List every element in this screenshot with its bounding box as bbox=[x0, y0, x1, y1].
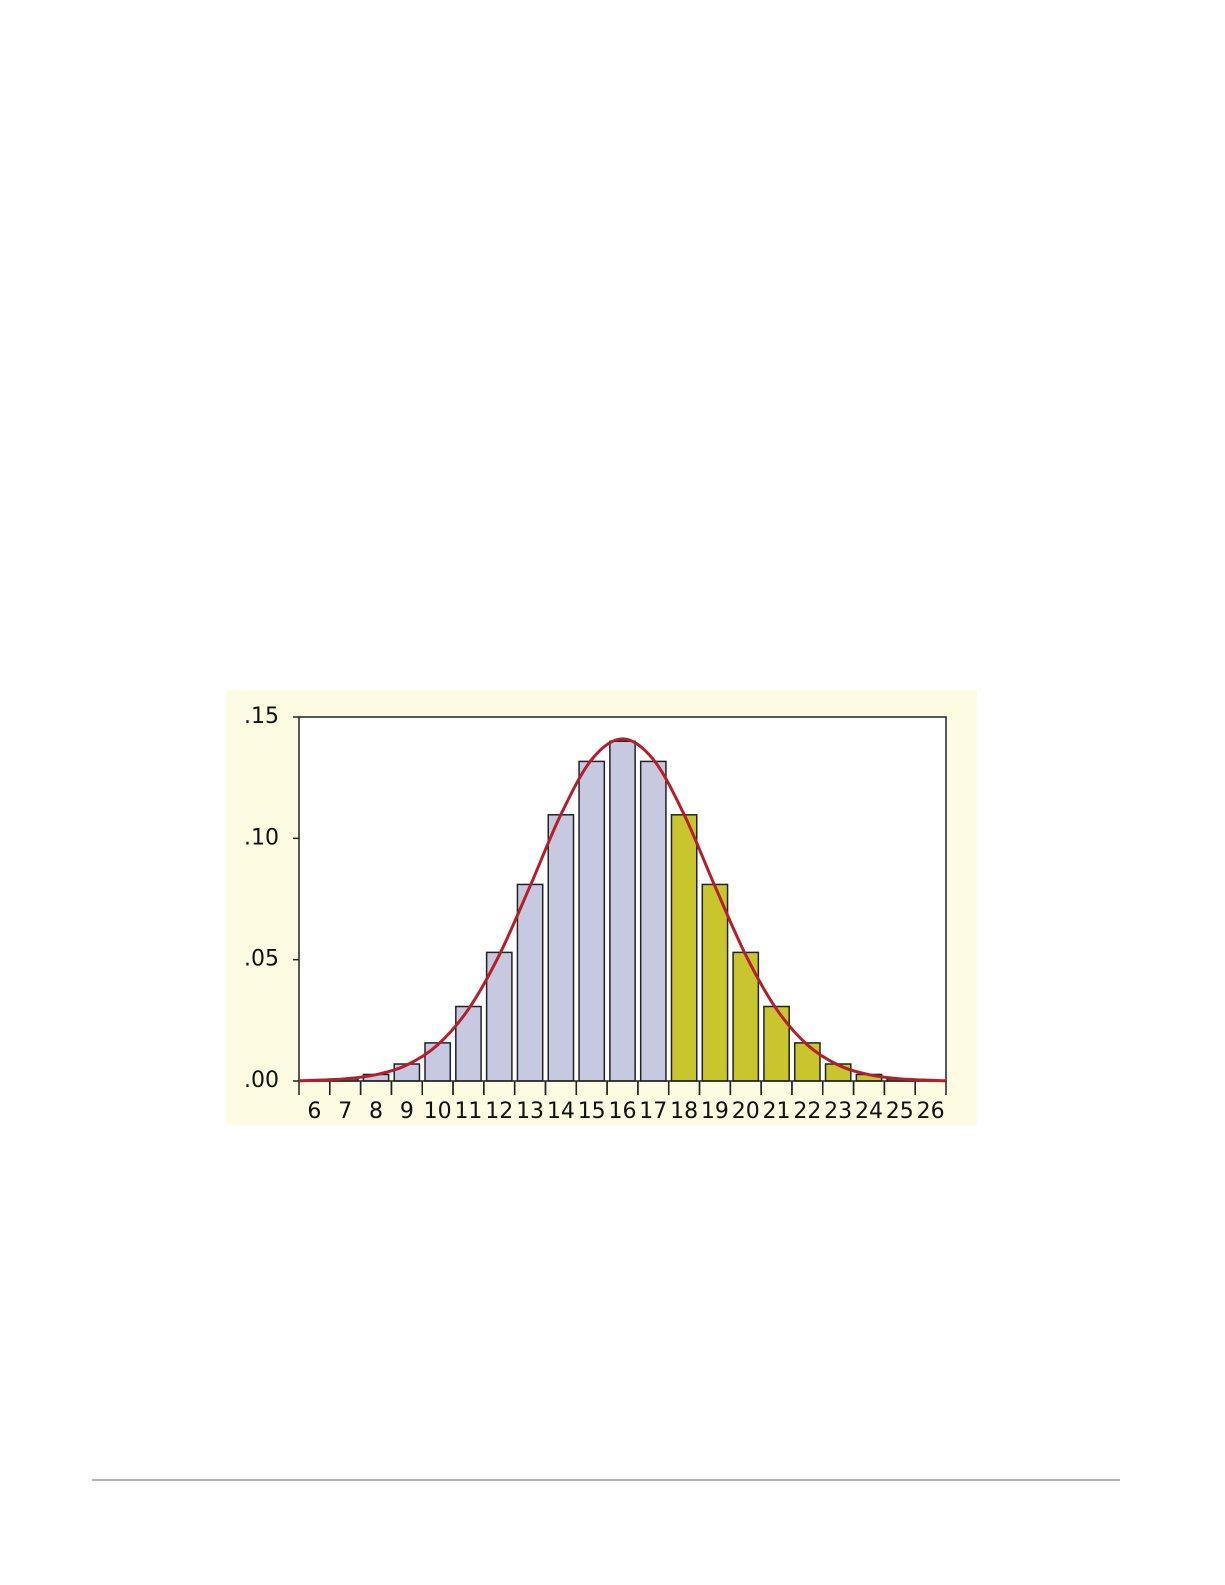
plot-frame bbox=[298, 716, 947, 1082]
x-tick-label: 21 bbox=[763, 1099, 791, 1124]
x-tick-label: 6 bbox=[307, 1099, 321, 1124]
bar bbox=[424, 1042, 452, 1082]
bar bbox=[516, 883, 544, 1082]
x-tick-label: 15 bbox=[578, 1099, 606, 1124]
x-tick-label: 14 bbox=[547, 1099, 575, 1124]
bar bbox=[763, 1005, 790, 1082]
x-tick-label: 17 bbox=[639, 1099, 667, 1124]
x-tick-label: 26 bbox=[917, 1099, 945, 1124]
x-tick-label: 25 bbox=[886, 1099, 914, 1124]
y-tick-label: .10 bbox=[244, 825, 279, 850]
x-tick-label: 7 bbox=[338, 1099, 352, 1124]
x-tick-label: 11 bbox=[454, 1099, 482, 1124]
x-tick-label: 8 bbox=[369, 1099, 383, 1124]
x-tick-label: 18 bbox=[670, 1099, 698, 1124]
x-tick-label: 12 bbox=[485, 1099, 513, 1124]
y-tick-label: .15 bbox=[244, 704, 279, 729]
bar bbox=[455, 1005, 482, 1082]
x-tick-label: 13 bbox=[516, 1099, 544, 1124]
x-tick-label: 19 bbox=[701, 1099, 729, 1124]
bar bbox=[609, 740, 636, 1082]
x-tick-label: 22 bbox=[793, 1099, 821, 1124]
x-tick-label: 16 bbox=[609, 1099, 637, 1124]
bar bbox=[639, 760, 667, 1082]
bar bbox=[793, 1042, 821, 1082]
y-tick-label: .05 bbox=[244, 947, 279, 972]
x-tick-label: 10 bbox=[424, 1099, 452, 1124]
bar bbox=[670, 814, 698, 1082]
bar bbox=[701, 883, 729, 1082]
density-curve bbox=[298, 737, 947, 1083]
bar bbox=[547, 814, 575, 1082]
x-tick-label: 20 bbox=[732, 1099, 760, 1124]
x-tick-label: 24 bbox=[855, 1099, 883, 1124]
x-tick-label: 9 bbox=[400, 1099, 414, 1124]
bar bbox=[578, 760, 606, 1082]
y-tick-label: .00 bbox=[244, 1068, 279, 1093]
x-tick-label: 23 bbox=[824, 1099, 852, 1124]
